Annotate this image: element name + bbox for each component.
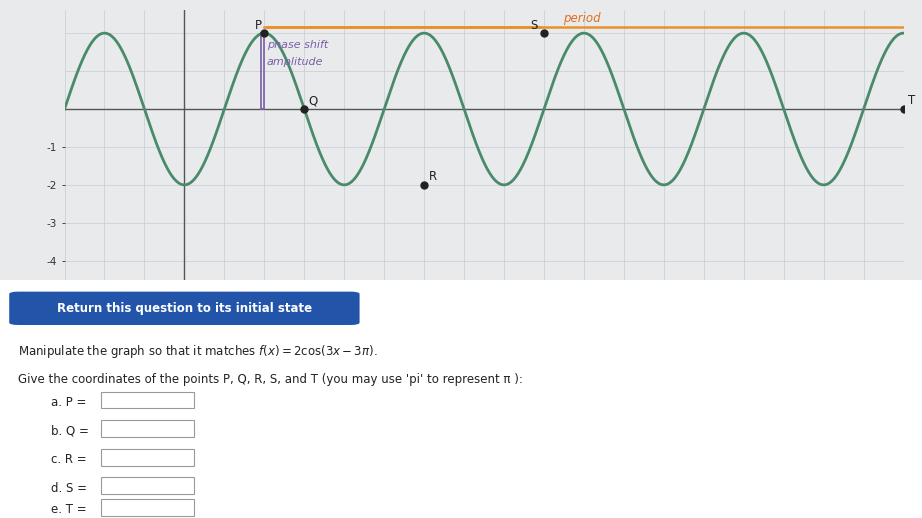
Text: P: P — [255, 19, 262, 32]
Text: a. P =: a. P = — [51, 396, 86, 409]
Text: period: period — [563, 12, 601, 25]
Text: Return this question to its initial state: Return this question to its initial stat… — [57, 302, 312, 315]
Text: c. R =: c. R = — [51, 453, 87, 466]
Text: phase shift: phase shift — [266, 39, 328, 50]
Text: b. Q =: b. Q = — [51, 425, 89, 438]
FancyBboxPatch shape — [9, 292, 360, 325]
Text: R: R — [429, 170, 437, 183]
Text: Manipulate the graph so that it matches $f(x) = 2\cos(3x - 3\pi)$.: Manipulate the graph so that it matches … — [18, 343, 378, 359]
Text: T: T — [908, 94, 916, 107]
Text: e. T =: e. T = — [51, 503, 87, 516]
FancyBboxPatch shape — [101, 420, 194, 437]
Text: Give the coordinates of the points P, Q, R, S, and T (you may use 'pi' to repres: Give the coordinates of the points P, Q,… — [18, 373, 524, 386]
FancyBboxPatch shape — [101, 449, 194, 466]
Text: S: S — [530, 19, 538, 32]
Text: amplitude: amplitude — [266, 56, 324, 67]
FancyBboxPatch shape — [101, 499, 194, 515]
Text: Q: Q — [309, 94, 318, 107]
FancyBboxPatch shape — [101, 392, 194, 408]
Text: d. S =: d. S = — [51, 482, 87, 495]
FancyBboxPatch shape — [101, 478, 194, 494]
